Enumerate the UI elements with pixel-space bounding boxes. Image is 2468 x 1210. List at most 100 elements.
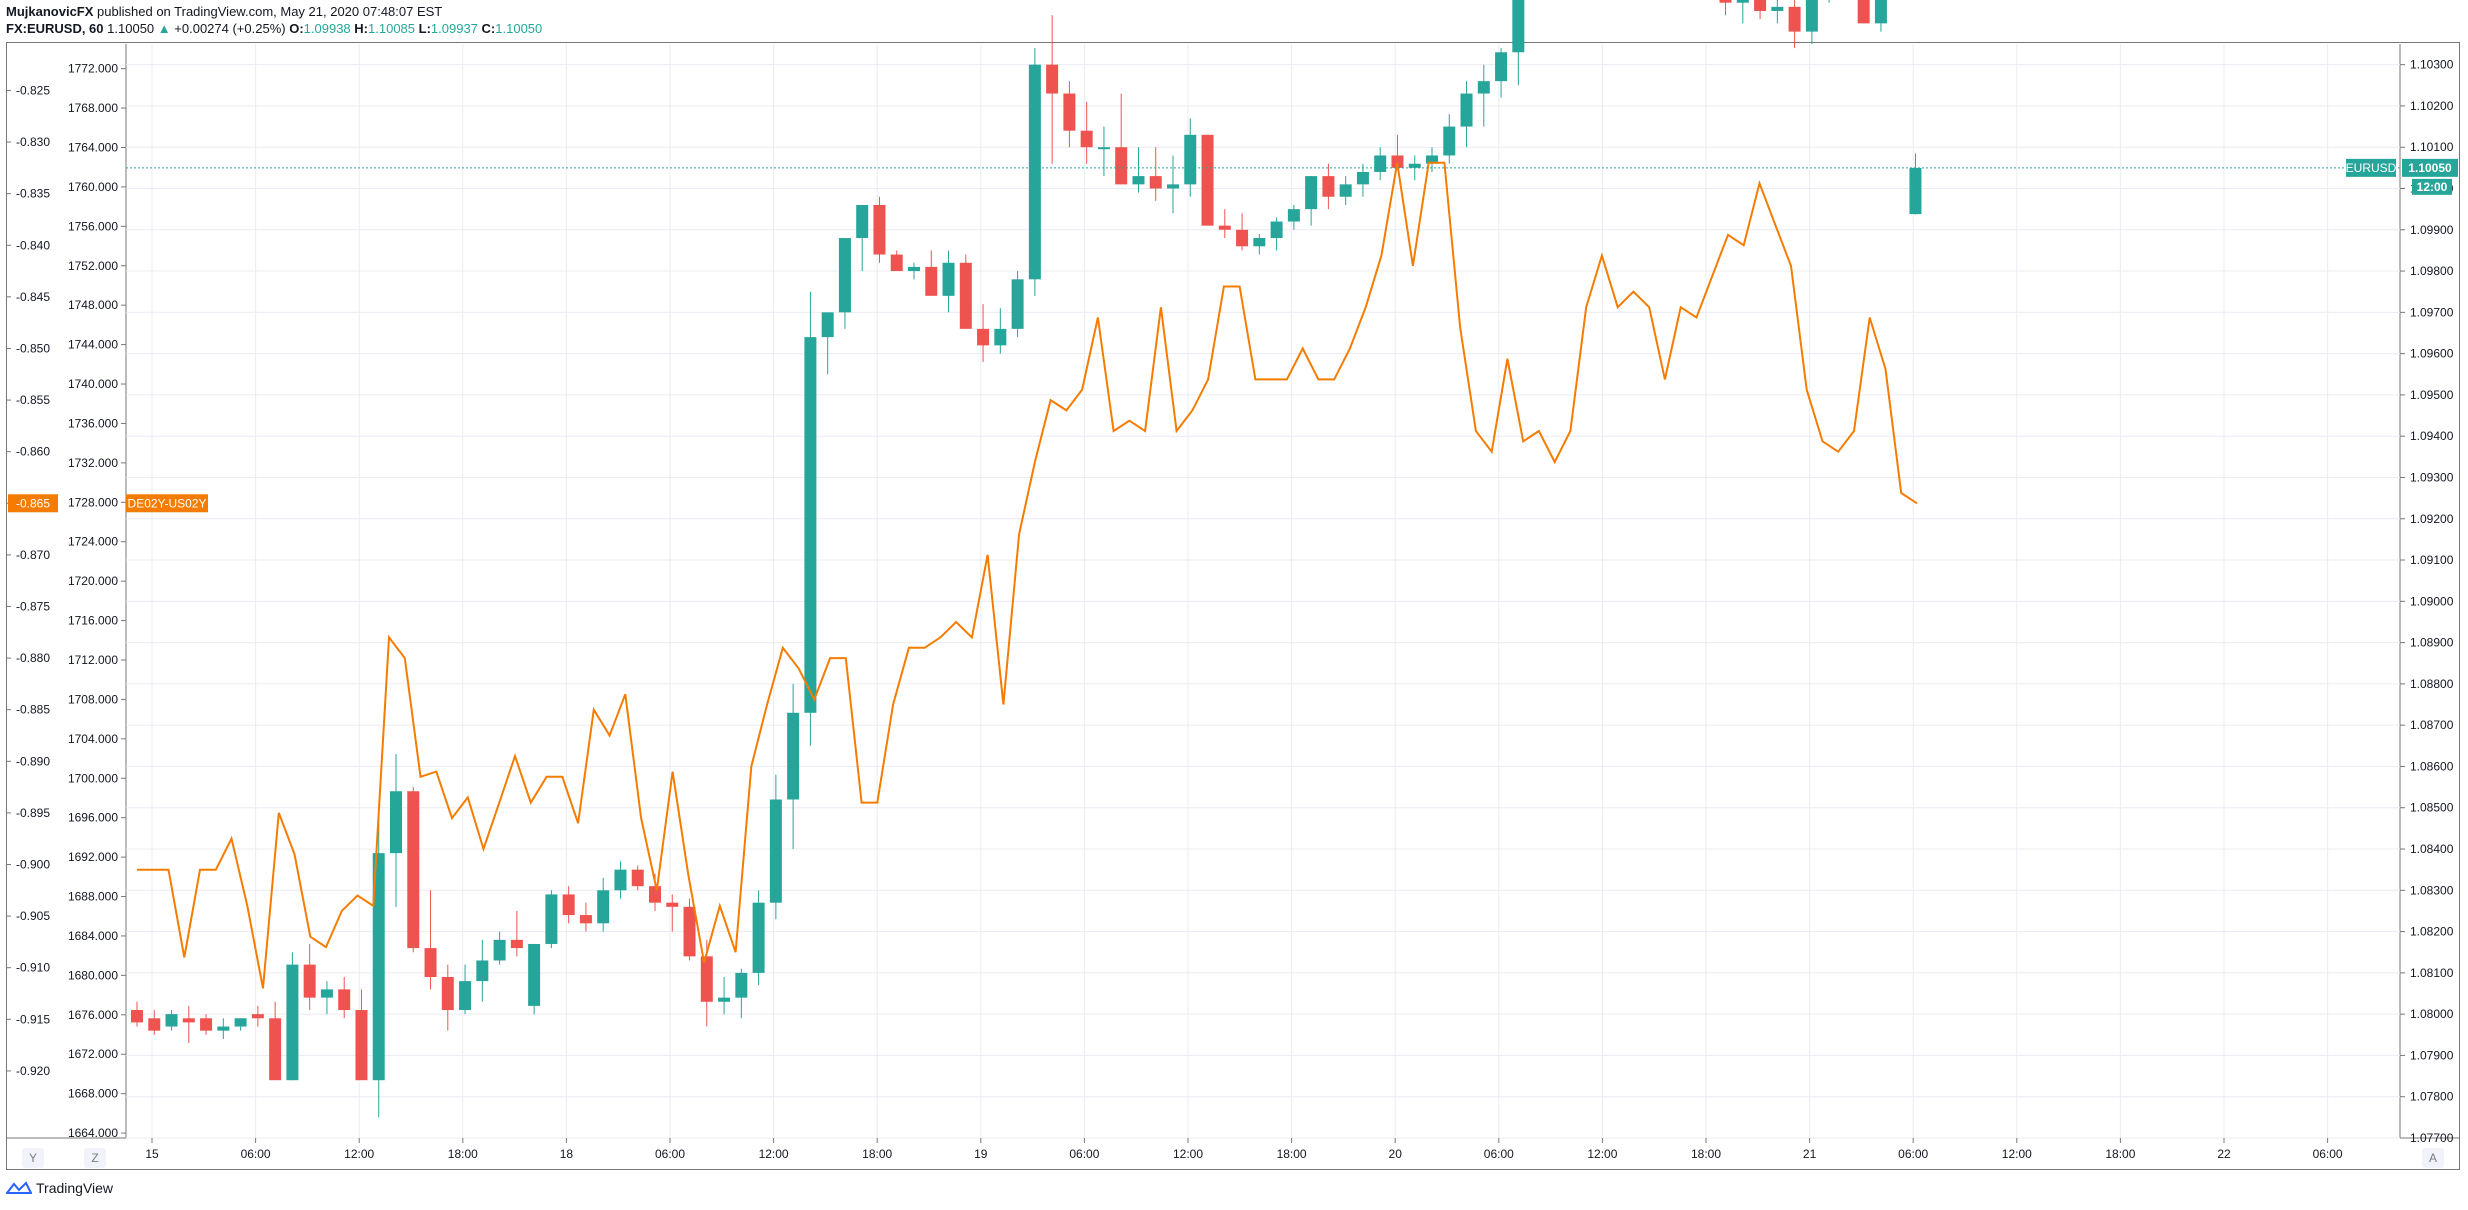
x-tick-label: 18:00 (1277, 1147, 1307, 1161)
middle-tick-label: 1664.000 (68, 1126, 118, 1140)
x-tick-label: 12:00 (1587, 1147, 1617, 1161)
candle-body (148, 1018, 161, 1031)
x-tick-label: 18:00 (862, 1147, 892, 1161)
change-arrow-icon: ▲ (157, 21, 171, 36)
left-tick-label: -0.855 (16, 393, 50, 407)
right-tick-label: 1.08600 (2410, 759, 2454, 773)
close-value: 1.10050 (495, 21, 543, 36)
candle-body (1236, 229, 1249, 247)
right-tick-label: 1.07900 (2410, 1048, 2454, 1062)
candle-body (407, 791, 420, 949)
candle-body (1305, 176, 1318, 210)
spread-line (137, 161, 1918, 989)
price-change: +0.00274 (+0.25%) (174, 21, 286, 36)
candle-body (1287, 209, 1300, 222)
spread-value-badge (8, 494, 58, 513)
right-tick-label: 1.09200 (2410, 512, 2454, 526)
left-tick-label: -0.895 (16, 806, 50, 820)
right-tick-label: 1.10300 (2410, 58, 2454, 72)
auto-scale-button[interactable]: A (2422, 1148, 2444, 1168)
candle-body (562, 894, 575, 916)
zoom-button[interactable]: Z (84, 1148, 106, 1168)
symbol-name[interactable]: FX:EURUSD, 60 (6, 21, 104, 36)
countdown-label: 12:00 (2417, 180, 2448, 194)
middle-tick-label: 1728.000 (68, 495, 118, 509)
x-tick-label: 19 (974, 1147, 988, 1161)
candle-body (649, 886, 661, 903)
candle-body (234, 1018, 247, 1027)
candle-body (1063, 93, 1076, 131)
candle-body (666, 902, 679, 907)
candle-body (787, 712, 800, 800)
candle-body (1857, 0, 1870, 24)
candle-body (131, 1010, 143, 1023)
middle-tick-label: 1668.000 (68, 1087, 118, 1101)
log-scale-button[interactable]: Y (22, 1148, 44, 1168)
middle-tick-label: 1732.000 (68, 456, 118, 470)
candle-body (1443, 126, 1456, 156)
middle-tick-label: 1724.000 (68, 535, 118, 549)
author-name[interactable]: MujkanovicFX (6, 4, 94, 19)
candle-body (856, 205, 869, 239)
middle-tick-label: 1692.000 (68, 850, 118, 864)
candle-body (614, 869, 627, 891)
symbol-tag (2346, 158, 2396, 177)
x-tick-label: 12:00 (1173, 1147, 1203, 1161)
right-tick-label: 1.08900 (2410, 636, 2454, 650)
middle-tick-label: 1684.000 (68, 929, 118, 943)
candle-body (1736, 0, 1749, 3)
candles-group (131, 0, 1922, 1118)
candle-body (1495, 52, 1508, 82)
candle-body (1512, 0, 1525, 53)
candle-body (579, 915, 592, 924)
candle-body (683, 906, 696, 957)
candle-body (1167, 184, 1179, 189)
candle-body (977, 328, 990, 346)
left-tick-label: -0.920 (16, 1064, 50, 1078)
middle-tick-label: 1700.000 (68, 771, 118, 785)
candle-body (1426, 155, 1438, 164)
right-tick-label: 1.10100 (2410, 140, 2454, 154)
left-tick-label: -0.885 (16, 703, 50, 717)
candle-body (890, 254, 903, 272)
x-tick-label: 15 (145, 1147, 159, 1161)
low-value: 1.09937 (430, 21, 478, 36)
candle-body (718, 997, 731, 1002)
middle-tick-label: 1760.000 (68, 180, 118, 194)
candle-body (303, 964, 316, 998)
candle-body (459, 981, 472, 1011)
candle-body (1046, 64, 1059, 94)
candle-body (1909, 167, 1922, 215)
x-tick-label: 18:00 (1691, 1147, 1721, 1161)
x-tick-label: 18:00 (448, 1147, 478, 1161)
candle-body (1080, 130, 1093, 148)
countdown-badge (2412, 178, 2452, 195)
candle-body (165, 1014, 178, 1027)
tradingview-logo[interactable]: TradingView (6, 1180, 113, 1196)
candle-body (217, 1026, 230, 1031)
candle-body (1477, 81, 1490, 94)
middle-tick-label: 1740.000 (68, 377, 118, 391)
candle-body (355, 1010, 368, 1081)
right-tick-label: 1.09900 (2410, 223, 2454, 237)
middle-tick-label: 1672.000 (68, 1047, 118, 1061)
left-tick-label: -0.850 (16, 341, 50, 355)
left-tick-label: -0.875 (16, 599, 50, 613)
candle-body (1374, 155, 1387, 172)
candle-body (476, 960, 489, 982)
candle-body (1719, 0, 1732, 3)
left-tick-label: -0.900 (16, 858, 50, 872)
candle-body (286, 964, 299, 1081)
candle-body (1011, 279, 1024, 329)
candle-body (735, 972, 748, 998)
candle-body (338, 989, 351, 1011)
candle-body (1754, 0, 1767, 11)
candle-body (908, 266, 920, 272)
symbol-tag-label: EURUSD (2346, 161, 2397, 175)
middle-tick-label: 1676.000 (68, 1008, 118, 1022)
high-label: H: (354, 21, 369, 36)
right-tick-label: 1.08400 (2410, 842, 2454, 856)
spread-name-tag (126, 494, 208, 513)
right-tick-label: 1.08000 (2410, 1007, 2454, 1021)
